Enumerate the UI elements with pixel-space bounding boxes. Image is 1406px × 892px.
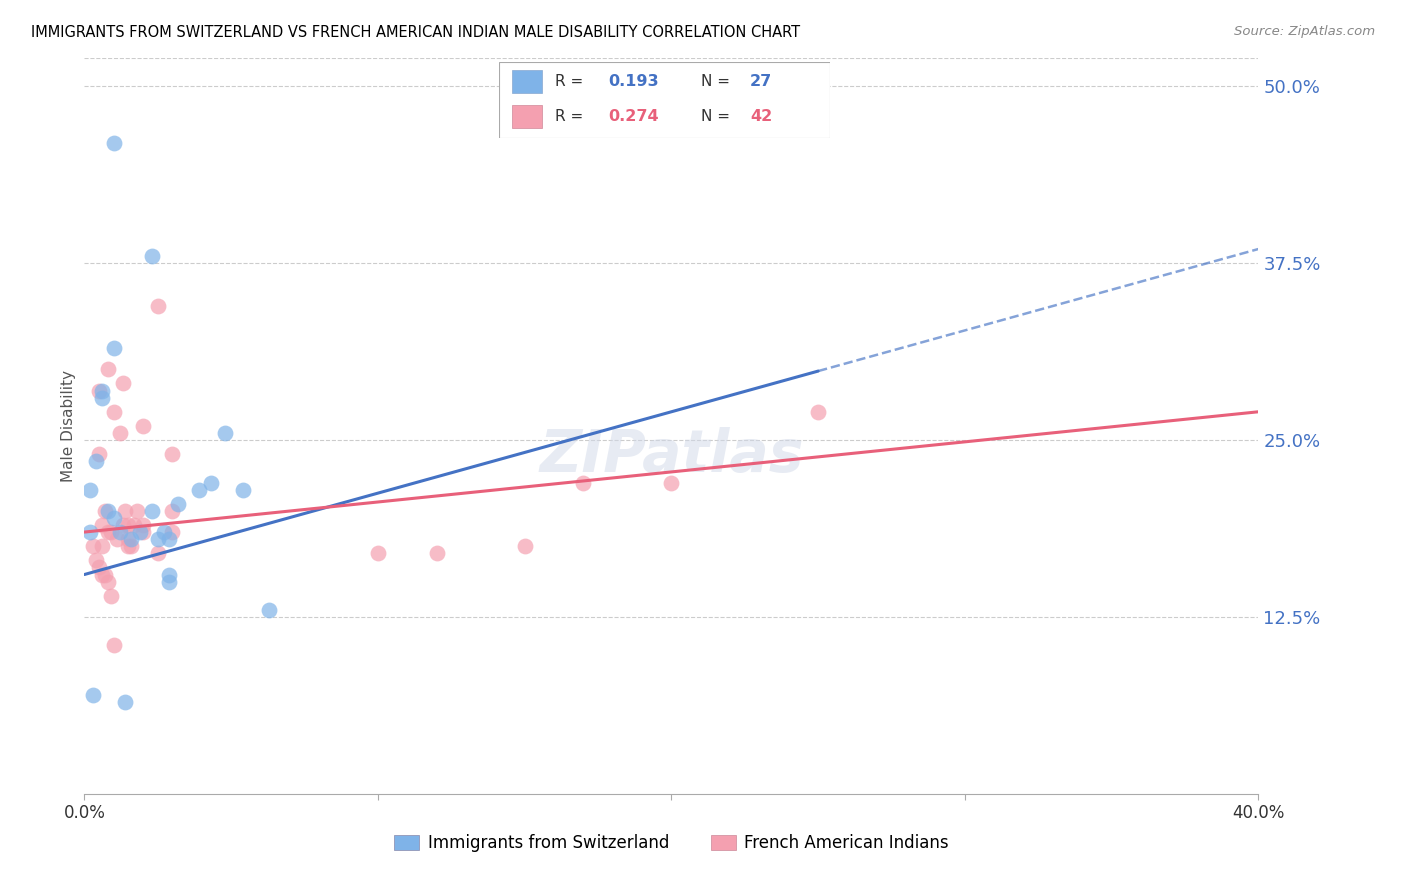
Point [572, 475, 595, 490]
Point [141, 504, 163, 518]
Point [91, 539, 114, 553]
Y-axis label: Male Disability: Male Disability [60, 370, 76, 482]
Point [152, 524, 174, 539]
Text: 27: 27 [751, 74, 772, 89]
Point [162, 447, 184, 461]
Point [129, 524, 152, 539]
Text: 42: 42 [751, 109, 772, 124]
Text: ZIPatlas: ZIPatlas [538, 427, 804, 483]
Point [91, 384, 114, 398]
Point [103, 341, 125, 355]
Point [94, 504, 117, 518]
Point [103, 511, 125, 525]
Point [122, 518, 145, 533]
Point [117, 539, 139, 553]
Point [232, 483, 254, 497]
Point [187, 483, 209, 497]
Point [162, 524, 184, 539]
Point [84, 454, 107, 468]
Point [82, 688, 104, 702]
Text: R =: R = [555, 109, 589, 124]
Point [105, 532, 128, 546]
Point [87, 560, 110, 574]
Point [91, 567, 114, 582]
Point [97, 524, 120, 539]
Point [141, 249, 163, 263]
Text: N =: N = [700, 74, 734, 89]
Point [159, 567, 181, 582]
Point [807, 405, 830, 419]
Point [100, 524, 122, 539]
FancyBboxPatch shape [499, 62, 830, 138]
Text: N =: N = [700, 109, 734, 124]
Point [117, 518, 139, 533]
Bar [512, 105, 543, 128]
Point [108, 425, 131, 440]
Point [120, 532, 142, 546]
Point [84, 553, 107, 567]
Point [82, 539, 104, 553]
Point [214, 425, 236, 440]
Point [114, 504, 136, 518]
Point [79, 524, 101, 539]
Point [367, 546, 389, 560]
Point [87, 447, 110, 461]
Point [146, 299, 169, 313]
Point [97, 362, 120, 376]
Text: 0.193: 0.193 [609, 74, 659, 89]
Point [132, 524, 155, 539]
Text: IMMIGRANTS FROM SWITZERLAND VS FRENCH AMERICAN INDIAN MALE DISABILITY CORRELATIO: IMMIGRANTS FROM SWITZERLAND VS FRENCH AM… [31, 25, 800, 40]
Point [146, 546, 169, 560]
Point [111, 376, 134, 391]
Point [661, 475, 683, 490]
Point [111, 518, 134, 533]
Point [103, 136, 125, 150]
Point [120, 539, 142, 553]
Point [200, 475, 222, 490]
Point [127, 504, 149, 518]
Point [103, 405, 125, 419]
Point [259, 603, 281, 617]
Point [159, 574, 181, 589]
Point [108, 524, 131, 539]
Point [513, 539, 536, 553]
Point [94, 567, 117, 582]
Text: Source: ZipAtlas.com: Source: ZipAtlas.com [1234, 25, 1375, 38]
Point [114, 695, 136, 709]
Point [100, 589, 122, 603]
Point [132, 518, 155, 533]
Point [87, 384, 110, 398]
Point [167, 497, 190, 511]
Point [426, 546, 449, 560]
Point [132, 418, 155, 433]
Point [103, 638, 125, 652]
Point [162, 504, 184, 518]
Point [146, 532, 169, 546]
Point [91, 518, 114, 533]
Text: R =: R = [555, 74, 589, 89]
Point [97, 574, 120, 589]
Text: 0.274: 0.274 [609, 109, 659, 124]
Point [159, 532, 181, 546]
Point [97, 504, 120, 518]
Point [117, 532, 139, 546]
Point [91, 391, 114, 405]
Legend: Immigrants from Switzerland, French American Indians: Immigrants from Switzerland, French Amer… [388, 828, 955, 859]
Point [79, 483, 101, 497]
Bar [512, 70, 543, 93]
